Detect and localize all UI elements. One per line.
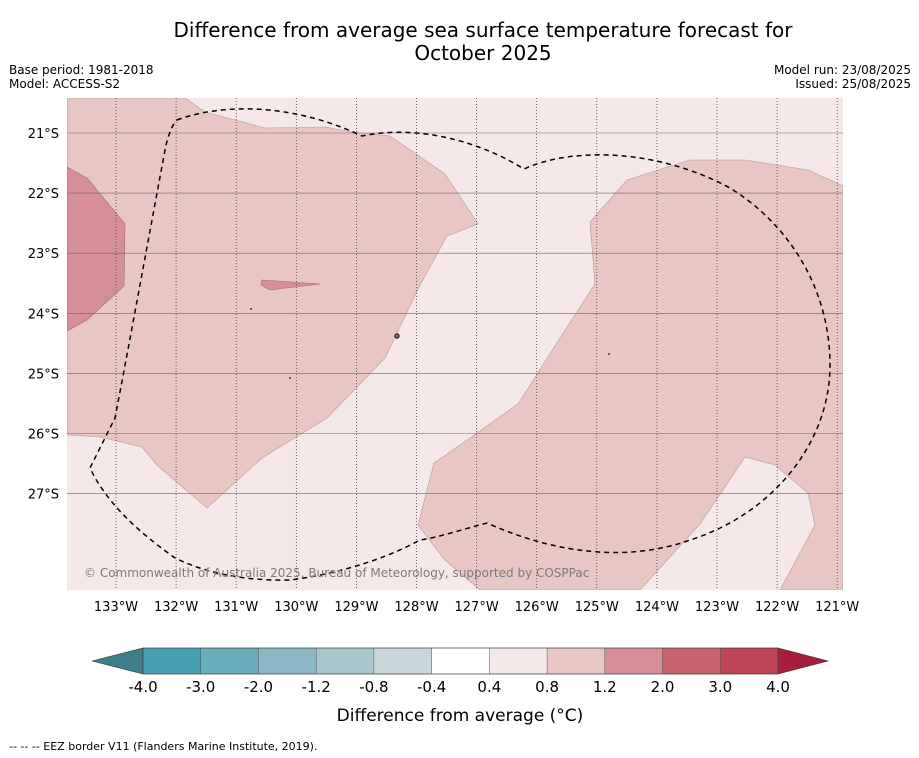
- colorbar-extend-high: [777, 647, 830, 675]
- longitude-labels: 133°W 132°W 131°W 130°W 129°W 128°W 127°W 126°W…: [94, 600, 860, 615]
- colorbar-tick-label: -4.0: [128, 678, 157, 696]
- map-title-line-1: Difference from average sea surface temp…: [173, 18, 793, 42]
- colorbar: [91, 647, 830, 675]
- colorbar-tick-label: -3.0: [186, 678, 215, 696]
- colorbar-tick-label: 3.0: [708, 678, 732, 696]
- latitude-label: 22°S: [28, 187, 59, 202]
- base-period: Base period: 1981-2018: [9, 63, 154, 77]
- colorbar-tick-label: -0.4: [417, 678, 446, 696]
- map-title-line-2: October 2025: [414, 41, 552, 65]
- colorbar-tick-label: 0.4: [477, 678, 501, 696]
- colorbar-segment: [316, 648, 375, 674]
- colorbar-title: Difference from average (°C): [337, 706, 584, 726]
- latitude-label: 24°S: [28, 307, 59, 322]
- latitude-labels: 21°S 22°S 23°S 24°S 25°S 26°S 27°S: [28, 127, 59, 503]
- colorbar-tick-label: 4.0: [766, 678, 790, 696]
- colorbar-tick-label: -1.2: [302, 678, 331, 696]
- colorbar-extend-low: [91, 647, 144, 675]
- model-name: Model: ACCESS-S2: [9, 77, 121, 91]
- colorbar-segment: [720, 648, 779, 674]
- model-run: Model run: 23/08/2025: [773, 63, 911, 77]
- longitude-label: 125°W: [575, 600, 619, 615]
- latitude-label: 21°S: [28, 127, 59, 142]
- longitude-label: 133°W: [94, 600, 138, 615]
- colorbar-segment: [489, 648, 548, 674]
- meta-left: Base period: 1981-2018 Model: ACCESS-S2: [9, 63, 154, 91]
- longitude-label: 126°W: [515, 600, 559, 615]
- anomaly-region-west: [67, 98, 479, 509]
- longitude-label: 130°W: [274, 600, 318, 615]
- colorbar-segment: [662, 648, 721, 674]
- latitude-label: 27°S: [28, 488, 59, 503]
- anomaly-region-strong-west: [67, 166, 126, 332]
- longitude-label: 128°W: [394, 600, 438, 615]
- colorbar-segment: [258, 648, 317, 674]
- anomaly-region-east: [417, 159, 843, 590]
- colorbar-tick-label: 1.2: [593, 678, 617, 696]
- colorbar-segment: [547, 648, 606, 674]
- longitude-label: 123°W: [695, 600, 739, 615]
- longitude-label: 127°W: [455, 600, 499, 615]
- colorbar-tick-label: -0.8: [359, 678, 388, 696]
- latitude-label: 25°S: [28, 367, 59, 382]
- small-dots: [250, 308, 610, 379]
- meta-right: Model run: 23/08/2025 Issued: 25/08/2025: [774, 63, 911, 91]
- copyright-notice: © Commonwealth of Australia 2025, Bureau…: [84, 566, 589, 580]
- colorbar-segment: [200, 648, 259, 674]
- latitude-label: 26°S: [28, 428, 59, 443]
- colorbar-tick-label: 0.8: [535, 678, 559, 696]
- eez-border-line: [89, 108, 831, 581]
- issued-date: Issued: 25/08/2025: [795, 77, 911, 91]
- map-title: Difference from average sea surface temp…: [140, 19, 826, 65]
- longitude-label: 121°W: [815, 600, 859, 615]
- longitude-label: 122°W: [755, 600, 799, 615]
- anomaly-patch-small: [260, 279, 321, 291]
- map-plot-area: © Commonwealth of Australia 2025, Bureau…: [67, 98, 843, 590]
- latitude-label: 23°S: [28, 247, 59, 262]
- colorbar-segment: [604, 648, 663, 674]
- colorbar-segment: [431, 648, 490, 674]
- longitude-label: 129°W: [334, 600, 378, 615]
- colorbar-segment: [143, 648, 202, 674]
- graticule: [67, 98, 843, 590]
- longitude-label: 132°W: [154, 600, 198, 615]
- colorbar-segment: [373, 648, 432, 674]
- colorbar-tick-label: -2.0: [244, 678, 273, 696]
- eez-footnote: -- -- -- EEZ border V11 (Flanders Marine…: [9, 740, 318, 753]
- longitude-label: 131°W: [214, 600, 258, 615]
- colorbar-tick-label: 2.0: [651, 678, 675, 696]
- colorbar-tick-labels: -4.0 -3.0 -2.0 -1.2 -0.8 -0.4 0.4 0.8 1.2 2.0 3.0 4…: [128, 678, 790, 696]
- longitude-label: 124°W: [635, 600, 679, 615]
